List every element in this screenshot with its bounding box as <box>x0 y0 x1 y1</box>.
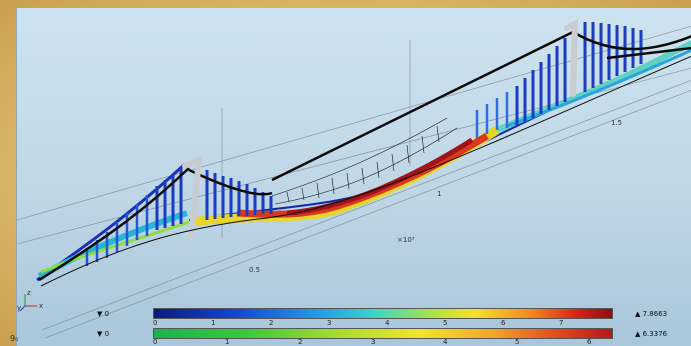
legend-2-tick: 2 <box>298 338 303 346</box>
axis-label-z: z <box>27 289 31 297</box>
legend-2-tick: 4 <box>443 338 448 346</box>
legend-2-tick: 0 <box>153 338 158 346</box>
corner-text: 9₀ <box>10 334 19 343</box>
legend-1-tick: 2 <box>269 319 274 327</box>
legend-1-max-marker: ▲ 7.8663 <box>635 310 668 318</box>
legend-1-tick: 1 <box>211 319 216 327</box>
legend-2-max-marker: ▲ 6.3376 <box>635 330 668 338</box>
legend-2-min-marker: ▼ 0 <box>97 330 110 338</box>
color-legend-bar-2 <box>153 328 613 339</box>
axis-triad-icon <box>19 294 37 312</box>
legend-2-tick: 6 <box>587 338 592 346</box>
legend-1-tick: 7 <box>559 319 564 327</box>
legend-1-tick: 3 <box>327 319 332 327</box>
graphics-viewport[interactable]: z x y ×10³ 0.5 1 1.5 ▼ 0 0 1 2 3 4 5 6 7… <box>16 8 691 346</box>
axis-label-y: y <box>17 304 22 312</box>
scale-label: ×10³ <box>397 236 415 244</box>
axis-label-x: x <box>39 302 44 310</box>
legend-1-min-marker: ▼ 0 <box>97 310 110 318</box>
legend-1-tick: 0 <box>153 319 158 327</box>
grid-label-0-5: 0.5 <box>249 266 261 274</box>
legend-2-tick: 3 <box>371 338 376 346</box>
grid-label-1: 1 <box>437 190 442 198</box>
legend-1-tick: 6 <box>501 319 506 327</box>
legend-1-tick: 5 <box>443 319 448 327</box>
legend-1-tick: 4 <box>385 319 390 327</box>
grid-label-1-5: 1.5 <box>611 119 623 127</box>
legend-2-tick: 5 <box>515 338 520 346</box>
color-legend-bar-1 <box>153 308 613 319</box>
legend-2-tick: 1 <box>225 338 230 346</box>
bridge-plot[interactable] <box>17 8 691 346</box>
